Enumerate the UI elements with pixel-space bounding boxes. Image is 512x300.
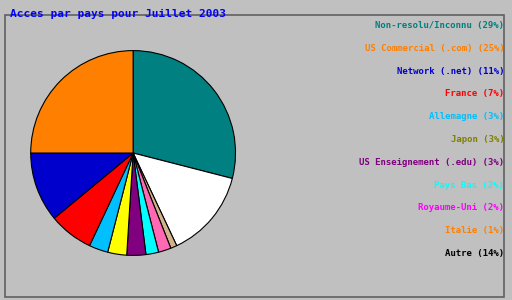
Wedge shape	[133, 153, 177, 248]
Text: US Enseignement (.edu) (3%): US Enseignement (.edu) (3%)	[359, 158, 504, 167]
Text: Japon (3%): Japon (3%)	[451, 135, 504, 144]
Wedge shape	[126, 153, 146, 255]
Wedge shape	[133, 51, 236, 178]
Text: Acces par pays pour Juillet 2003: Acces par pays pour Juillet 2003	[10, 9, 226, 19]
Text: France (7%): France (7%)	[445, 89, 504, 98]
Wedge shape	[31, 153, 133, 218]
Wedge shape	[54, 153, 133, 246]
Text: US Commercial (.com) (25%): US Commercial (.com) (25%)	[365, 44, 504, 53]
Wedge shape	[133, 153, 159, 255]
Wedge shape	[90, 153, 133, 252]
Text: Royaume-Uni (2%): Royaume-Uni (2%)	[418, 203, 504, 212]
Text: Pays Bas (2%): Pays Bas (2%)	[435, 181, 504, 190]
Wedge shape	[31, 51, 133, 153]
Text: Allemagne (3%): Allemagne (3%)	[429, 112, 504, 121]
Text: Italie (1%): Italie (1%)	[445, 226, 504, 235]
Wedge shape	[133, 153, 232, 246]
Wedge shape	[108, 153, 133, 255]
Text: Non-resolu/Inconnu (29%): Non-resolu/Inconnu (29%)	[375, 21, 504, 30]
Wedge shape	[133, 153, 171, 252]
Text: Autre (14%): Autre (14%)	[445, 249, 504, 258]
Text: Network (.net) (11%): Network (.net) (11%)	[397, 67, 504, 76]
